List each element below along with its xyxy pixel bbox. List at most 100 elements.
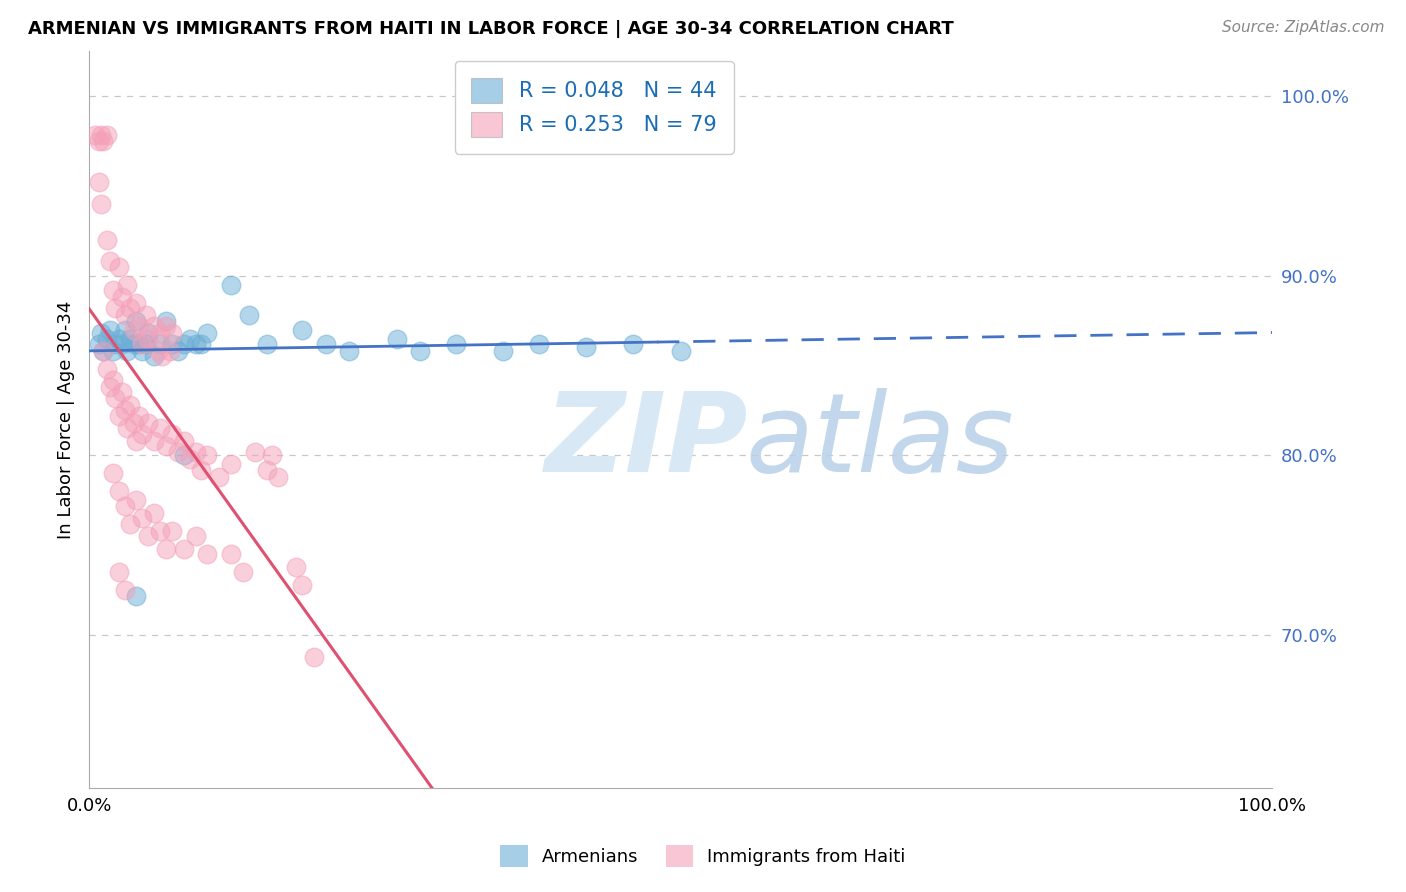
Point [131,426,153,441]
Point [173,541,195,556]
Text: atlas: atlas [745,388,1015,495]
Point [96,128,118,143]
Y-axis label: In Labor Force | Age 30-34: In Labor Force | Age 30-34 [58,301,75,539]
Point [149,524,172,538]
Point [125,295,148,310]
Point [238,308,260,322]
Point [444,337,467,351]
Point [173,434,195,448]
Point [115,277,138,292]
Point [91,134,114,148]
Point [197,449,219,463]
Point [232,566,254,580]
Point [135,308,157,322]
Point [87,134,110,148]
Point [98,254,121,268]
Point [114,583,136,598]
Point [128,409,150,423]
Point [107,484,129,499]
Point [184,337,207,351]
Point [190,337,212,351]
Point [527,337,550,351]
Point [155,313,177,327]
Point [285,560,308,574]
Point [409,344,432,359]
Point [160,326,183,340]
Point [114,403,136,417]
Point [166,344,188,359]
Point [166,445,188,459]
Point [114,499,136,513]
Point [149,421,172,435]
Point [115,344,138,359]
Point [101,283,124,297]
Point [669,344,692,359]
Point [98,380,121,394]
Point [256,337,278,351]
Point [87,337,110,351]
Point [111,290,134,304]
Point [128,337,150,351]
Point [120,331,142,345]
Point [208,470,231,484]
Point [155,439,177,453]
Point [197,547,219,561]
Point [136,326,159,340]
Point [152,350,174,364]
Point [143,506,166,520]
Point [87,175,110,189]
Point [184,445,207,459]
Point [159,344,181,359]
Point [128,318,150,333]
Point [91,344,114,359]
Point [143,350,166,364]
Point [179,452,201,467]
Point [131,511,153,525]
Point [90,128,112,143]
Point [101,344,124,359]
Point [104,301,127,315]
Point [90,326,112,340]
Point [149,337,172,351]
Point [107,566,129,580]
Point [291,322,314,336]
Point [339,344,361,359]
Point [120,398,142,412]
Point [120,301,142,315]
Point [623,337,645,351]
Point [96,233,118,247]
Point [120,516,142,531]
Point [114,308,136,322]
Point [90,196,112,211]
Text: Source: ZipAtlas.com: Source: ZipAtlas.com [1222,20,1385,35]
Point [114,322,136,336]
Point [173,449,195,463]
Point [160,426,183,441]
Point [84,128,107,143]
Text: ZIP: ZIP [544,388,748,495]
Point [160,524,183,538]
Point [256,463,278,477]
Point [122,322,145,336]
Point [135,337,157,351]
Point [179,331,201,345]
Point [107,409,129,423]
Point [315,337,337,351]
Point [136,416,159,430]
Point [219,547,242,561]
Point [385,331,408,345]
Point [219,458,242,472]
Point [104,337,127,351]
Point [197,326,219,340]
Point [107,331,129,345]
Point [101,373,124,387]
Point [143,318,166,333]
Point [122,416,145,430]
Point [184,529,207,543]
Point [575,341,598,355]
Point [173,337,195,351]
Point [136,529,159,543]
Point [125,589,148,603]
Point [136,331,159,345]
Point [131,337,153,351]
